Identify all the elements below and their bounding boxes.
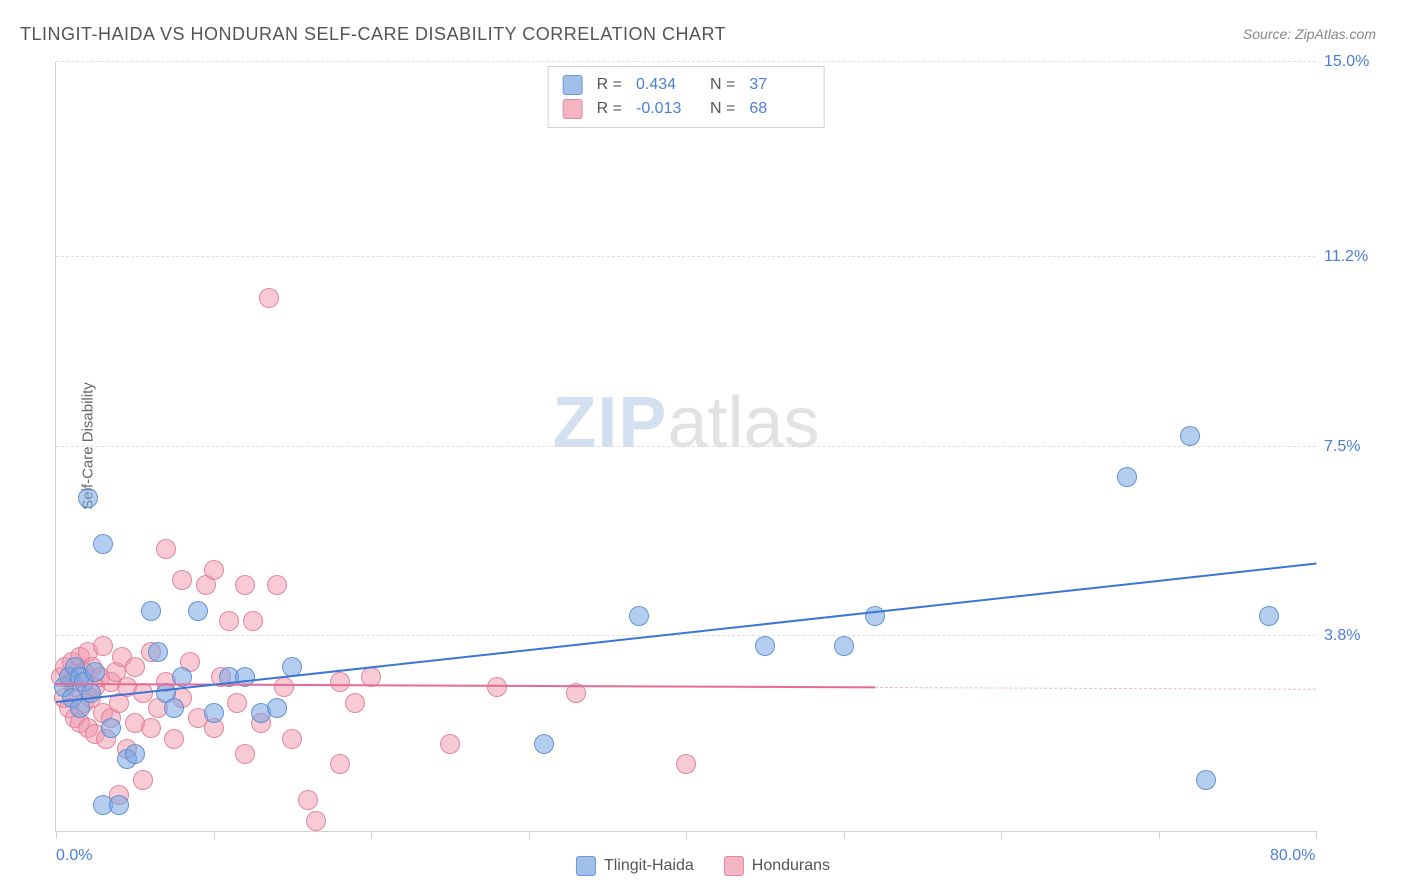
data-point-blue: [78, 488, 98, 508]
data-point-pink: [676, 754, 696, 774]
data-point-pink: [243, 611, 263, 631]
grid-line-h: [56, 446, 1316, 447]
legend-pink-label: Hondurans: [752, 857, 830, 875]
data-point-blue: [188, 601, 208, 621]
source-attribution: Source: ZipAtlas.com: [1243, 26, 1376, 42]
data-point-pink: [330, 754, 350, 774]
legend-pink-N: 68: [749, 100, 809, 118]
data-point-blue: [629, 606, 649, 626]
swatch-pink-icon: [724, 856, 744, 876]
data-point-pink: [235, 744, 255, 764]
data-point-pink: [267, 575, 287, 595]
data-point-blue: [93, 534, 113, 554]
data-point-pink: [93, 636, 113, 656]
data-point-pink: [274, 677, 294, 697]
data-point-pink: [345, 693, 365, 713]
y-tick-label: 7.5%: [1324, 438, 1384, 456]
data-point-pink: [487, 677, 507, 697]
data-point-blue: [1180, 426, 1200, 446]
x-tick-label: 0.0%: [56, 847, 92, 865]
x-tick: [56, 831, 57, 839]
data-point-pink: [298, 790, 318, 810]
y-tick-label: 3.8%: [1324, 627, 1384, 645]
legend-pink-R: -0.013: [636, 100, 696, 118]
data-point-blue: [1196, 770, 1216, 790]
chart-title: TLINGIT-HAIDA VS HONDURAN SELF-CARE DISA…: [20, 24, 726, 45]
legend-blue-R: 0.434: [636, 76, 696, 94]
legend-blue-label: Tlingit-Haida: [604, 857, 694, 875]
data-point-blue: [109, 795, 129, 815]
data-point-pink: [306, 811, 326, 831]
data-point-pink: [282, 729, 302, 749]
data-point-blue: [148, 642, 168, 662]
y-tick-label: 15.0%: [1324, 53, 1384, 71]
data-point-blue: [1117, 467, 1137, 487]
x-tick-label: 80.0%: [1270, 847, 1315, 865]
data-point-pink: [330, 672, 350, 692]
x-tick: [1001, 831, 1002, 839]
data-point-pink: [235, 575, 255, 595]
grid-line-h: [56, 61, 1316, 62]
data-point-pink: [219, 611, 239, 631]
data-point-blue: [865, 606, 885, 626]
data-point-pink: [156, 539, 176, 559]
data-point-pink: [259, 288, 279, 308]
watermark-zip: ZIP: [552, 383, 667, 463]
data-point-blue: [85, 662, 105, 682]
data-point-pink: [133, 770, 153, 790]
x-tick: [214, 831, 215, 839]
grid-line-h: [56, 256, 1316, 257]
correlation-legend: R = 0.434 N = 37 R = -0.013 N = 68: [548, 66, 825, 128]
swatch-blue-icon: [576, 856, 596, 876]
data-point-blue: [164, 698, 184, 718]
data-point-blue: [534, 734, 554, 754]
data-point-blue: [755, 636, 775, 656]
data-point-pink: [204, 560, 224, 580]
y-tick-label: 11.2%: [1324, 248, 1384, 266]
legend-N-label: N =: [710, 76, 735, 94]
data-point-pink: [440, 734, 460, 754]
x-tick: [529, 831, 530, 839]
legend-N-label-2: N =: [710, 100, 735, 118]
legend-item-blue: Tlingit-Haida: [576, 856, 694, 876]
legend-blue-N: 37: [749, 76, 809, 94]
x-tick: [371, 831, 372, 839]
grid-line-h: [56, 635, 1316, 636]
data-point-pink: [164, 729, 184, 749]
data-point-blue: [1259, 606, 1279, 626]
series-legend: Tlingit-Haida Hondurans: [576, 856, 830, 876]
legend-item-pink: Hondurans: [724, 856, 830, 876]
data-point-pink: [141, 718, 161, 738]
watermark: ZIPatlas: [552, 382, 819, 464]
plot-area: ZIPatlas R = 0.434 N = 37 R = -0.013 N =…: [55, 62, 1316, 832]
data-point-pink: [125, 657, 145, 677]
data-point-blue: [267, 698, 287, 718]
data-point-blue: [141, 601, 161, 621]
trend-line-dash-pink: [875, 687, 1316, 690]
x-tick: [844, 831, 845, 839]
x-tick: [1316, 831, 1317, 839]
x-tick: [686, 831, 687, 839]
data-point-pink: [172, 570, 192, 590]
data-point-blue: [834, 636, 854, 656]
swatch-pink-icon: [563, 99, 583, 119]
data-point-pink: [227, 693, 247, 713]
data-point-blue: [204, 703, 224, 723]
legend-R-label: R =: [597, 76, 622, 94]
data-point-blue: [101, 718, 121, 738]
data-point-blue: [125, 744, 145, 764]
x-tick: [1159, 831, 1160, 839]
legend-R-label-2: R =: [597, 100, 622, 118]
legend-row-pink: R = -0.013 N = 68: [563, 97, 810, 121]
legend-row-blue: R = 0.434 N = 37: [563, 73, 810, 97]
watermark-atlas: atlas: [667, 383, 819, 463]
swatch-blue-icon: [563, 75, 583, 95]
